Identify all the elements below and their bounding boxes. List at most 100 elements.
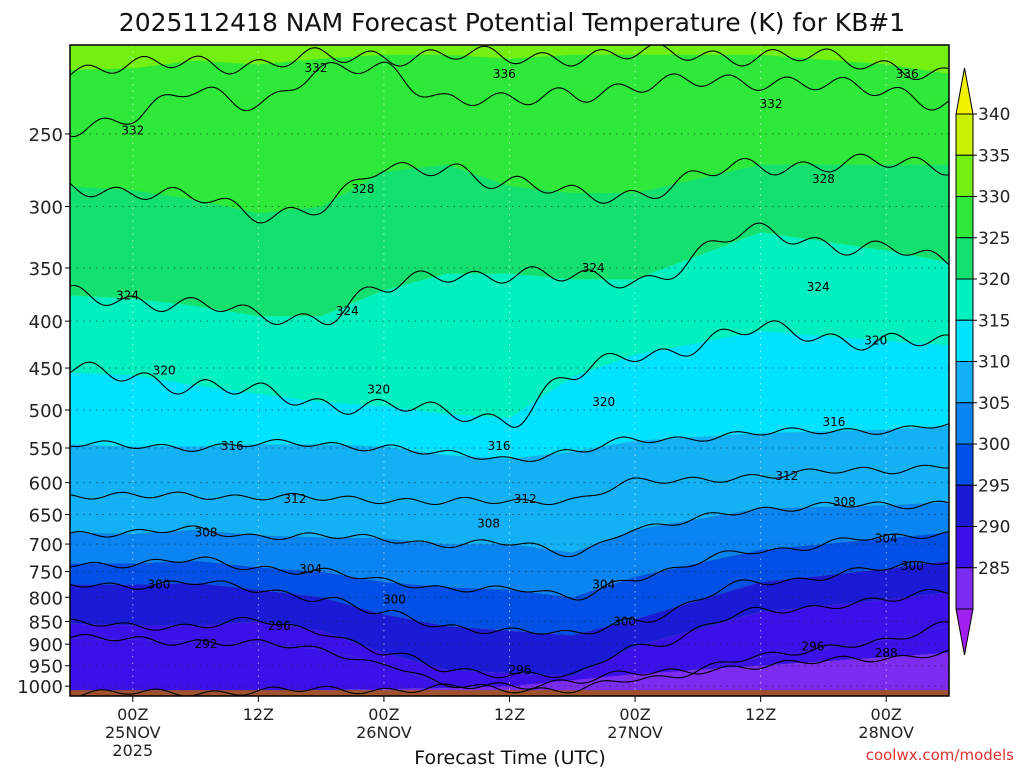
contour-label: 312 (284, 492, 307, 506)
contour-label: 320 (367, 383, 390, 397)
fill-band-296 (70, 560, 949, 677)
isentrope-328 (70, 153, 949, 224)
colorbar-label: 285 (978, 559, 1010, 579)
isentrope-292 (70, 621, 949, 694)
isentrope-324 (70, 222, 949, 326)
colorbar-segment (955, 196, 974, 239)
isentrope-312 (70, 464, 949, 506)
fill-band-304 (70, 502, 949, 598)
fill-band-332 (70, 54, 949, 126)
colorbar-segment (955, 526, 974, 569)
contour-label: 332 (760, 97, 783, 111)
contour-label: 316 (822, 415, 845, 429)
fill-band-288 (70, 626, 949, 695)
y-tick-label: 450 (29, 359, 63, 380)
x-tick-label: 12Z (494, 705, 525, 724)
contour-label: 324 (116, 288, 139, 302)
contour-label: 304 (299, 562, 322, 576)
x-tick-label: 25NOV (105, 723, 161, 742)
terrain (70, 690, 949, 696)
contour-label: 308 (833, 495, 856, 509)
contour-label: 296 (268, 619, 291, 633)
isentrope-304 (70, 531, 949, 601)
y-tick-label: 300 (29, 198, 63, 219)
y-tick-label: 800 (29, 588, 63, 609)
contour-label: 300 (383, 593, 406, 607)
fill-band-316 (70, 331, 949, 459)
x-tick-label: 2025 (112, 741, 153, 760)
contour-label: 328 (812, 172, 835, 186)
contour-labels: 332 332 336 332 336 328 328 324 324 324 324 320 320 3… (116, 61, 924, 677)
contour-label: 320 (592, 395, 615, 409)
colorbar-segment (955, 113, 974, 156)
x-tick-label: 26NOV (356, 723, 412, 742)
y-tick-label: 650 (29, 506, 63, 527)
colorbar-label: 340 (978, 105, 1010, 125)
contour-label: 288 (875, 646, 898, 660)
colorbar-label: 295 (978, 476, 1010, 496)
colorbar-segment (955, 443, 974, 486)
contour-label: 300 (147, 578, 170, 592)
contour-label: 308 (195, 526, 218, 540)
contour-label: 296 (802, 639, 825, 653)
fill-band-338 (70, 45, 949, 74)
y-tick-label: 400 (29, 312, 63, 333)
y-tick-label: 700 (29, 535, 63, 556)
contour-label: 336 (896, 67, 919, 81)
y-tick-label: 950 (29, 657, 63, 678)
isentrope-288 (78, 649, 949, 696)
y-tick-label: 250 (29, 125, 63, 146)
colorbar-bottom-triangle (955, 608, 974, 656)
colorbar-segment (955, 361, 974, 404)
contour-label: 300 (613, 614, 636, 628)
colorbar-segment (955, 484, 974, 527)
contour-label: 316 (221, 439, 244, 453)
colorbar-label: 315 (978, 311, 1010, 331)
contour-label: 296 (509, 663, 532, 677)
grid-lines (70, 45, 949, 696)
fill-band-312 (70, 425, 949, 503)
x-tick-label: 00Z (117, 705, 148, 724)
fill-band-286 (70, 652, 949, 696)
colorbar-label: 300 (978, 435, 1010, 455)
x-tick-label: 12Z (243, 705, 274, 724)
contour-label: 292 (195, 637, 218, 651)
colorbar-label: 325 (978, 229, 1010, 249)
colorbar-legend: 340 335 330 325 320 315 310 305 300 295 290 285 (955, 67, 1010, 656)
y-tick-label: 350 (29, 259, 63, 280)
x-tick-label: 00Z (368, 705, 399, 724)
colorbar-label: 290 (978, 518, 1010, 538)
y-tick-label: 850 (29, 612, 63, 633)
isentrope-308 (70, 500, 949, 558)
y-tick-label: 900 (29, 635, 63, 656)
contour-label: 320 (153, 364, 176, 378)
contour-label: 328 (352, 182, 375, 196)
y-tick-label: 1000 (17, 677, 63, 698)
x-tick-label: 00Z (871, 705, 902, 724)
colorbar-segment (955, 278, 974, 321)
contour-label: 324 (807, 280, 830, 294)
contour-label: 316 (488, 439, 511, 453)
contour-label: 308 (477, 517, 500, 531)
colorbar-top-triangle (955, 67, 974, 115)
fill-band-328 (70, 68, 949, 214)
contour-label: 332 (121, 124, 144, 138)
watermark: coolwx.com/models (866, 746, 1014, 764)
contour-label: 304 (592, 578, 615, 592)
contour-label: 300 (901, 559, 924, 573)
contour-label: 312 (514, 492, 537, 506)
contour-label: 312 (775, 469, 798, 483)
isentrope-332 (70, 61, 949, 138)
terrain-bar (70, 690, 949, 696)
x-tick-label: 12Z (745, 705, 776, 724)
colorbar-label: 335 (978, 146, 1010, 166)
isentrope-336 (70, 45, 949, 81)
colorbar-label: 320 (978, 270, 1010, 290)
contour-label: 304 (875, 531, 898, 545)
contour-label: 336 (493, 67, 516, 81)
x-tick-label: 00Z (619, 705, 650, 724)
contour-label: 320 (864, 334, 887, 348)
y-axis: 2503003504004505005506006507007508008509… (17, 125, 70, 698)
